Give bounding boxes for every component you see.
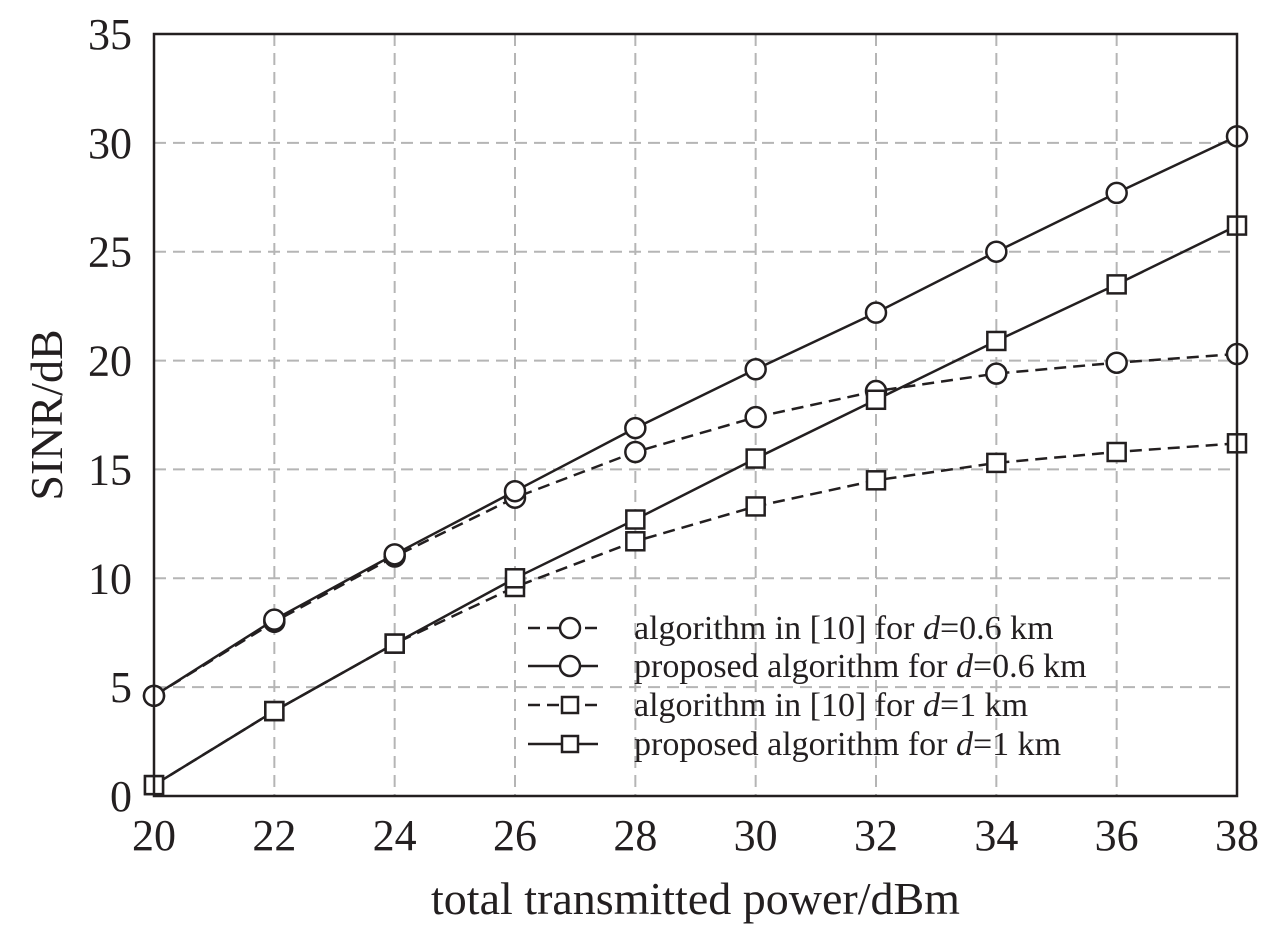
data-point <box>745 496 766 517</box>
x-axis-label: total transmitted power/dBm <box>431 873 960 924</box>
series-line <box>153 135 1238 697</box>
series-layer <box>142 125 1249 796</box>
data-point <box>625 509 646 530</box>
series-line <box>153 224 1238 787</box>
data-point <box>264 700 285 722</box>
data-point <box>865 389 887 411</box>
legend-marker <box>560 734 580 754</box>
data-point <box>985 362 1008 385</box>
data-point <box>744 405 767 429</box>
legend-label: proposed algorithm for d=1 km <box>634 726 1061 763</box>
y-axis-label: SINR/dB <box>21 329 72 500</box>
data-point <box>504 568 526 589</box>
data-point <box>503 479 527 503</box>
legend-label: algorithm in [10] for d=1 km <box>634 687 1028 724</box>
legend-item-3: algorithm in [10] for d=1 km <box>528 687 1028 724</box>
data-point <box>986 330 1007 352</box>
y-tick-label: 0 <box>110 772 132 821</box>
data-point <box>985 240 1008 263</box>
data-point <box>865 470 887 491</box>
y-tick-label: 10 <box>88 554 132 603</box>
x-tick-label: 32 <box>854 811 898 860</box>
legend-item-4: proposed algorithm for d=1 km <box>528 726 1061 763</box>
x-tick-label: 22 <box>252 811 296 860</box>
data-point <box>625 531 646 552</box>
data-point <box>383 543 406 566</box>
legend-item-2: proposed algorithm for d=0.6 km <box>528 648 1087 685</box>
y-tick-label: 15 <box>88 445 132 494</box>
data-point <box>263 608 286 631</box>
y-tick-label: 20 <box>88 337 132 386</box>
legend-marker <box>560 695 580 715</box>
x-tick-label: 36 <box>1095 811 1139 860</box>
legend-item-1: algorithm in [10] for d=0.6 km <box>528 610 1054 647</box>
legend-label: algorithm in [10] for d=0.6 km <box>634 610 1054 647</box>
data-point <box>1106 274 1127 295</box>
series-line <box>153 352 1238 697</box>
x-tick-label: 26 <box>493 811 537 860</box>
x-tick-label: 24 <box>373 811 417 860</box>
data-point <box>1105 181 1128 205</box>
y-tick-label: 35 <box>88 10 132 59</box>
tick-labels: 20 22 24 26 28 30 32 34 36 38 0 5 10 15 20 25 30 35 <box>88 10 1259 860</box>
data-point <box>384 633 405 654</box>
data-point <box>1106 441 1127 463</box>
x-tick-label: 34 <box>974 811 1018 860</box>
y-tick-label: 25 <box>88 228 132 277</box>
legend-marker <box>558 616 582 640</box>
legend-marker <box>558 654 582 678</box>
x-tick-label: 30 <box>734 811 778 860</box>
x-tick-label: 20 <box>132 811 176 860</box>
data-point <box>745 448 766 469</box>
data-point <box>986 452 1007 474</box>
data-point <box>1105 351 1128 374</box>
series-4 <box>143 215 1248 796</box>
x-tick-label: 38 <box>1215 811 1259 860</box>
plot-frame <box>152 32 1239 798</box>
data-point <box>864 301 888 324</box>
y-tick-label: 30 <box>88 119 132 168</box>
y-tick-label: 5 <box>110 663 132 712</box>
grid-lines <box>154 34 1237 796</box>
data-point <box>744 358 767 381</box>
data-point <box>624 416 647 440</box>
x-tick-label: 28 <box>613 811 657 860</box>
data-point <box>624 440 647 464</box>
legend-label: proposed algorithm for d=0.6 km <box>634 648 1087 685</box>
